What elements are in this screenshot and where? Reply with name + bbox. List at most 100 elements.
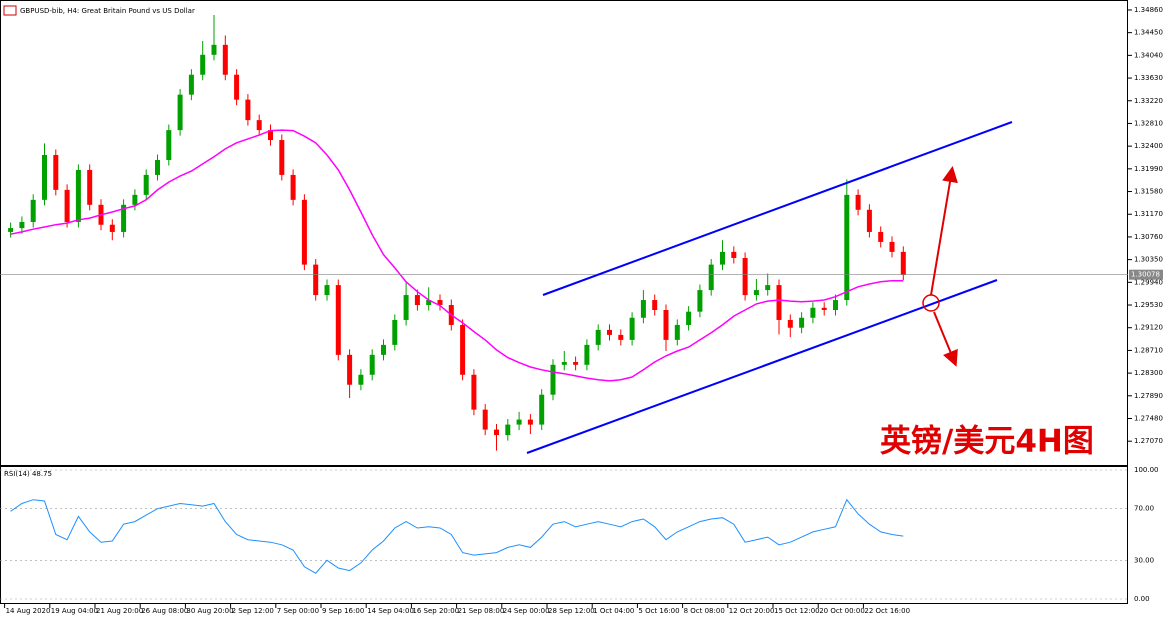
y-tick-label: 1.27480: [1134, 415, 1163, 423]
last-price-box: [1129, 269, 1163, 280]
candle-body: [358, 374, 364, 385]
candle-body: [143, 174, 149, 195]
candle-body: [878, 231, 884, 242]
candle-body: [301, 199, 307, 265]
candle-body: [211, 44, 217, 55]
candle-body: [866, 209, 872, 232]
annotation: 英镑/美元4H图: [880, 424, 1094, 460]
x-tick-label: 5 Oct 16:00: [638, 607, 679, 615]
x-tick-label: 24 Sep 00:00: [503, 607, 550, 615]
candle-body: [121, 204, 127, 232]
candle-body: [30, 199, 36, 222]
candle-body: [437, 300, 443, 306]
x-tick-label: 22 Oct 16:00: [864, 607, 910, 615]
candle-body: [8, 228, 14, 232]
candle-body: [640, 300, 646, 318]
candle-body: [494, 429, 499, 436]
candle-body: [607, 329, 612, 335]
candle-body: [155, 159, 160, 175]
candle-body: [324, 285, 330, 296]
y-tick-label: 1.31990: [1134, 165, 1163, 173]
candle-body: [889, 241, 895, 252]
candle-body: [505, 424, 511, 436]
candle-body: [686, 311, 692, 325]
main-pane: [0, 0, 1128, 466]
candle-body: [403, 295, 409, 320]
candle-body: [561, 362, 567, 365]
x-tick-label: 16 Sep 20:00: [412, 607, 459, 615]
y-tick-label: 0.00: [1134, 595, 1150, 603]
x-tick-label: 12 Oct 20:00: [729, 607, 775, 615]
candle-body: [900, 251, 906, 275]
rsi-line: [10, 498, 904, 574]
chart-title: GBPUSD-bib, H4: Great Britain Pound vs U…: [20, 7, 195, 15]
candle-body: [674, 324, 680, 340]
y-tick-label: 1.28300: [1134, 369, 1163, 377]
x-tick-label: 20 Oct 00:00: [819, 607, 865, 615]
candle-body: [720, 251, 725, 265]
candle-body: [42, 155, 47, 200]
candle-body: [787, 319, 793, 328]
x-tick-label: 8 Oct 08:00: [684, 607, 725, 615]
x-tick-label: 9 Sep 16:00: [322, 607, 364, 615]
candle-body: [584, 344, 590, 365]
arrow-up: [930, 166, 958, 296]
channel-lower: [526, 279, 998, 454]
candle-body: [471, 374, 477, 410]
candle-body: [75, 169, 81, 222]
candle-body: [810, 307, 816, 318]
y-tick-label: 1.28710: [1134, 346, 1163, 354]
y-tick-label: 1.33220: [1134, 97, 1163, 105]
y-tick-label: 1.29120: [1134, 324, 1163, 332]
candle-body: [222, 44, 228, 75]
rsi-title: RSI(14) 48.75: [4, 470, 52, 478]
candle-body: [335, 285, 341, 355]
y-tick-label: 1.29530: [1134, 301, 1163, 309]
y-tick-label: 1.30350: [1134, 256, 1163, 264]
x-tick-label: 19 Aug 04:00: [51, 607, 98, 615]
x-tick-label: 14 Sep 04:00: [367, 607, 414, 615]
x-tick-label: 2 Sep 12:00: [232, 607, 274, 615]
y-tick-label: 1.31580: [1134, 188, 1163, 196]
candle-body: [132, 194, 138, 205]
candle-body: [381, 344, 386, 355]
x-tick-label: 7 Sep 00:00: [277, 607, 319, 615]
candle-body: [279, 140, 285, 175]
y-tick-label: 1.34040: [1134, 51, 1163, 59]
candle-body: [618, 334, 624, 340]
candle-body: [392, 319, 398, 345]
candle-body: [629, 317, 635, 340]
y-tick-label: 1.33630: [1134, 74, 1163, 82]
moving-average: [10, 129, 904, 382]
candle-body: [166, 130, 172, 160]
candle-body: [652, 300, 658, 310]
y-tick-label: 1.34860: [1134, 6, 1163, 14]
marks: 1.34860 1.34450 1.34040 1.33630 1.33220 1.328…: [0, 6, 1163, 615]
candle-body: [527, 419, 533, 425]
candle-body: [776, 285, 782, 320]
x-tick-label: 26 Aug 08:00: [141, 607, 188, 615]
candle-body: [482, 409, 488, 430]
candle-body: [799, 317, 805, 328]
candle-body: [414, 295, 420, 306]
candle-body: [844, 194, 850, 301]
candle-body: [188, 74, 194, 95]
last-price-label: 1.30078: [1131, 271, 1160, 279]
candle-body: [708, 264, 714, 291]
candle-body: [347, 354, 353, 385]
candle-body: [290, 174, 296, 200]
candle-body: [753, 290, 759, 296]
symbol-icon: [3, 5, 17, 16]
break-circle: [922, 294, 940, 312]
candle-body: [765, 285, 771, 291]
candle-body: [234, 74, 240, 100]
x-tick-label: 21 Sep 08:00: [458, 607, 505, 615]
candle-body: [313, 264, 319, 296]
x-tick-label: 15 Oct 12:00: [774, 607, 820, 615]
candle-body: [200, 54, 206, 75]
candle-body: [833, 300, 838, 310]
candle-body: [821, 307, 827, 310]
candle-body: [426, 300, 432, 306]
